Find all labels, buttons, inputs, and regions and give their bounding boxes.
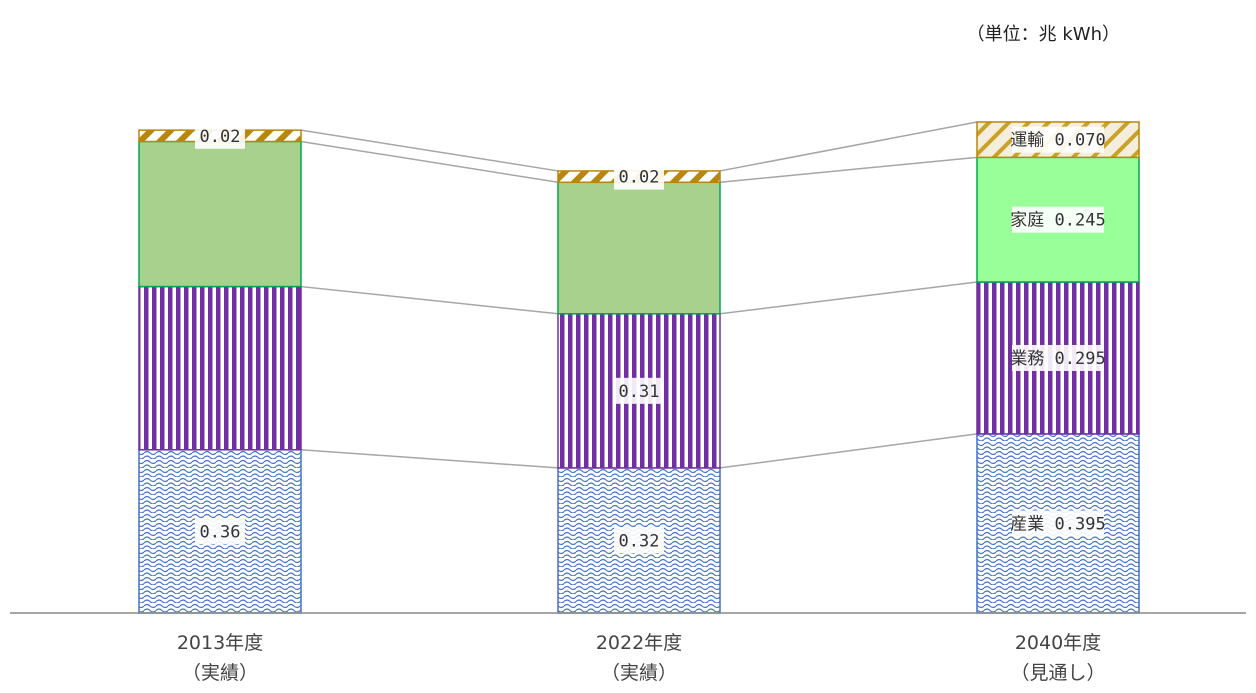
segment-label-bg-unyu-0 — [195, 122, 245, 149]
segment-label-unyu-0: 0.02 — [200, 127, 241, 147]
category-label-1-line1: 2022年度 — [596, 632, 682, 654]
segment-label-bg-unyu-1 — [614, 163, 664, 190]
connector-line-sangyo-1 — [719, 433, 978, 469]
connector-line-katei-1 — [719, 156, 978, 184]
bar-segment-katei-1 — [557, 181, 721, 315]
segment-label-katei-2: 家庭 0.245 — [1010, 211, 1105, 231]
segment-label-gyomu-2: 業務 0.295 — [1010, 349, 1105, 369]
connector-line-sangyo-0 — [300, 449, 559, 469]
category-label-0-line2: （実績） — [182, 662, 258, 684]
connector-line-gyomu-1 — [719, 281, 978, 315]
connector-line-katei-0 — [300, 140, 559, 184]
segment-label-bg-gyomu-2 — [1012, 344, 1104, 371]
connector-line-gyomu-0 — [300, 285, 559, 315]
category-labels-group: 2013年度 （実績） 2022年度 （実績） 2040年度 （見通し） — [177, 632, 1106, 684]
segment-label-bg-sangyo-0 — [195, 518, 245, 545]
segment-label-bg-gyomu-1 — [614, 377, 664, 404]
segment-label-unyu-2: 運輸 0.070 — [1010, 131, 1105, 151]
category-label-2-line2: （見通し） — [1010, 662, 1105, 684]
segment-label-sangyo-2: 産業 0.395 — [1010, 514, 1105, 534]
bar-segment-katei-0 — [138, 140, 302, 288]
connector-line-unyu-1 — [719, 121, 978, 172]
category-label-1-line2: （実績） — [601, 662, 677, 684]
segment-label-unyu-1: 0.02 — [619, 168, 660, 188]
segment-label-bg-katei-2 — [1012, 206, 1104, 233]
category-label-0-line1: 2013年度 — [177, 632, 263, 654]
segment-label-bg-sangyo-1 — [614, 527, 664, 554]
segment-label-sangyo-1: 0.32 — [619, 531, 660, 551]
segment-label-bg-unyu-2 — [1012, 126, 1104, 153]
segment-labels-group: 0.36 0.02 0.32 0.31 0.02 産業 0.395 業務 0.295 家庭 0… — [195, 122, 1106, 554]
bar-segment-gyomu-0 — [138, 285, 302, 451]
category-label-2-line1: 2040年度 — [1015, 632, 1101, 654]
unit-label: （単位：兆 kWh） — [967, 24, 1120, 45]
segment-label-sangyo-0: 0.36 — [200, 522, 241, 542]
segment-label-gyomu-1: 0.31 — [619, 382, 660, 402]
connector-lines — [300, 121, 978, 469]
segment-label-bg-sangyo-2 — [1012, 510, 1104, 537]
connector-line-unyu-0 — [300, 129, 559, 172]
